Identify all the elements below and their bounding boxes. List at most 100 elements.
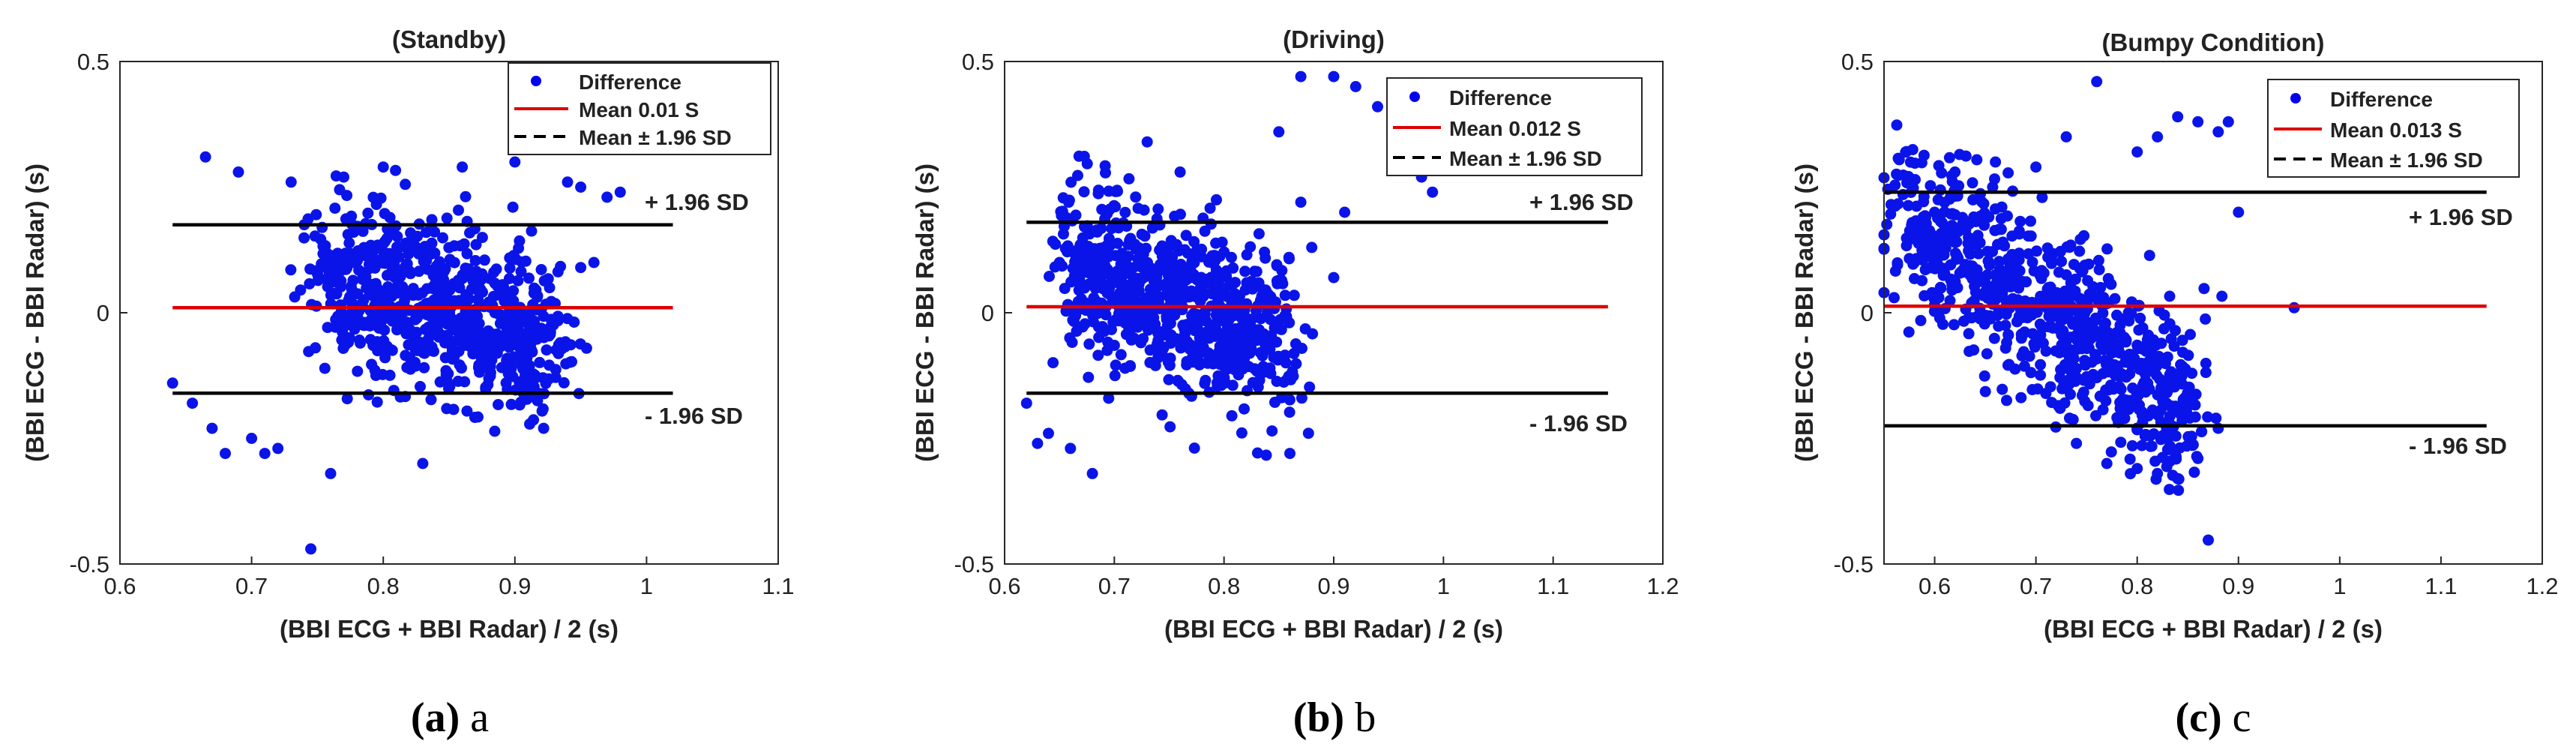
data-point [1047, 357, 1059, 369]
data-point [232, 166, 244, 178]
data-point [413, 248, 425, 260]
data-point [1093, 332, 1105, 344]
legend-label-loa: Mean ± 1.96 SD [1449, 147, 1602, 170]
data-point [1959, 259, 1971, 271]
data-point [426, 323, 438, 335]
data-point [2136, 440, 2148, 452]
data-point [2108, 358, 2120, 370]
data-point [503, 273, 515, 284]
data-point [2047, 322, 2059, 334]
data-point [329, 259, 341, 271]
data-point [2169, 446, 2181, 458]
data-point [508, 250, 520, 262]
data-point [1284, 406, 1295, 418]
data-point [2200, 313, 2212, 325]
data-point [2042, 251, 2054, 263]
data-point [1218, 246, 1230, 258]
data-point [1944, 295, 1956, 307]
data-point [403, 339, 415, 351]
data-point [503, 307, 515, 319]
data-point [2092, 254, 2104, 266]
data-point [1990, 156, 2002, 168]
data-point [2056, 382, 2068, 394]
data-point [1917, 217, 1929, 229]
data-point [1949, 208, 1961, 220]
data-point [357, 300, 369, 312]
data-point [552, 315, 564, 327]
data-point [1960, 216, 1972, 228]
data-point [562, 176, 574, 188]
data-point [2192, 452, 2204, 464]
scatter-points [1878, 76, 2300, 546]
data-point [2006, 259, 2018, 271]
data-point [2152, 131, 2164, 142]
data-point [342, 229, 354, 241]
data-point [1954, 148, 1966, 160]
data-point [2164, 484, 2176, 496]
data-point [1963, 328, 1975, 340]
data-point [246, 433, 258, 444]
data-point [1186, 310, 1198, 322]
data-point [1115, 349, 1127, 361]
data-point [1966, 177, 1978, 189]
data-point [2001, 394, 2012, 406]
data-point [2139, 430, 2151, 442]
y-axis-label: (BBI ECG - BBI Radar) (s) [21, 164, 49, 462]
data-point [1958, 315, 1969, 327]
data-point [1109, 370, 1121, 382]
data-point [1951, 254, 1963, 266]
data-point [1211, 282, 1223, 294]
data-point [1258, 328, 1270, 340]
legend-marker-difference [531, 76, 541, 86]
data-point [1228, 332, 1240, 344]
data-point [457, 161, 469, 173]
data-point [1988, 281, 2000, 293]
data-point [469, 255, 481, 266]
data-point [2007, 275, 2018, 287]
data-point [588, 256, 600, 268]
data-point [2015, 392, 2027, 404]
data-point [393, 320, 404, 332]
chart-title: (Standby) [392, 26, 506, 53]
x-tick-label: 1.2 [2526, 573, 2558, 599]
data-point [2013, 248, 2025, 260]
panel-driving: 0.6 0.7 0.8 0.9 1 1.1 1.2 0.5 0 -0.5 (Driving) (B… [911, 26, 1679, 741]
data-point [2156, 452, 2168, 464]
data-point [352, 365, 364, 377]
caption: (b) b [1293, 694, 1376, 741]
data-point [2066, 316, 2078, 328]
data-point [2180, 407, 2192, 419]
data-point [1239, 266, 1251, 278]
data-point [1092, 184, 1104, 196]
data-point [575, 262, 587, 274]
data-point [1295, 196, 1307, 208]
data-point [1194, 359, 1206, 370]
data-point [1140, 242, 1152, 254]
data-point [377, 257, 389, 269]
data-point [325, 467, 337, 479]
data-point [2101, 458, 2113, 470]
data-point [2084, 292, 2096, 304]
data-point [470, 238, 482, 250]
data-point [2018, 360, 2030, 372]
data-point [2082, 400, 2094, 412]
data-point [312, 274, 324, 286]
data-point [507, 201, 519, 213]
data-point [517, 338, 529, 350]
data-point [1909, 256, 1920, 268]
data-point [2126, 440, 2138, 452]
data-point [1915, 314, 1927, 326]
data-point [421, 226, 432, 238]
y-tick-label: -0.5 [70, 551, 109, 578]
caption: (c) c [2175, 694, 2251, 741]
y-axis-label: (BBI ECG - BBI Radar) (s) [1790, 164, 1818, 462]
data-point [2064, 412, 2075, 424]
data-point [2183, 381, 2195, 393]
data-point [1077, 321, 1089, 333]
data-point [1976, 196, 1987, 208]
data-point [2076, 389, 2088, 401]
data-point [1044, 271, 1055, 282]
data-point [370, 370, 382, 382]
scatter-points [1020, 70, 1439, 479]
data-point [1116, 308, 1128, 320]
